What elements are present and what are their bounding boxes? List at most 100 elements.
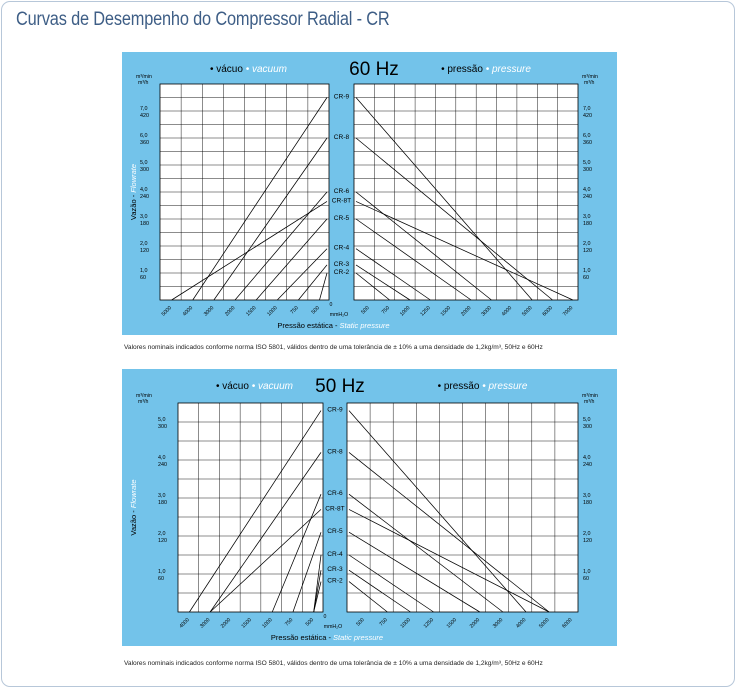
x-axis-title: Pressão estática - Static pressure [271,633,383,642]
curve-pressure-cr-5 [348,531,481,613]
curve-pressure-cr-8 [355,137,553,301]
series-label-cr-4: CR-4 [334,245,350,252]
x-axis-title-en: Static pressure [333,633,383,642]
series-label-bg [325,527,345,535]
legend-vacuum-en: • vacuum [252,381,293,392]
flow-tick-left-m3h: 60 [158,576,164,582]
legend-vacuum-pt: • vácuo [210,64,246,75]
flow-tick-right-m3h: 420 [583,113,592,119]
legend-pressure-pt: • pressão [441,64,486,75]
flow-axis-title-pt: Vazão - [129,193,138,220]
series-label-cr-3: CR-3 [327,566,343,573]
pressure-tick-label: 1250 [423,617,435,629]
curve-pressure-cr-8t [348,509,550,613]
flow-unit-left-m3min: m³/min [136,74,152,80]
flow-tick-right-m3h: 60 [583,576,589,582]
pressure-tick-label: 3000 [492,617,504,629]
pressure-tick-label: 4000 [515,617,527,629]
flow-tick-right-m3min: 4,0 [583,187,591,193]
curve-vacuum-cr-5 [292,532,322,613]
pressure-tick-label: 6000 [561,617,573,629]
series-label-cr-4: CR-4 [327,551,343,558]
curve-vacuum-cr-2 [319,272,328,301]
series-label-cr-8: CR-8 [334,134,350,141]
vacuum-tick-label: 1500 [245,305,257,317]
flow-unit-right-m3h: m³/h [584,399,594,405]
flow-tick-right-m3min: 3,0 [583,214,591,220]
x-unit-label: mmH₂O [324,624,342,630]
series-label-bg [325,550,345,557]
pressure-tick-label: 2000 [469,617,481,629]
curve-vacuum-cr-4 [276,248,328,301]
flow-unit-left-m3h: m³/h [138,80,148,86]
chart-50hz: 4000 3000 2000 1500 1000 750 500 500 750 1000 1250… [129,376,598,642]
chart-60hz: 5000 4000 3000 2000 1500 1000 750 500 500 750 1000… [129,59,598,330]
flow-tick-left-m3h: 60 [140,275,146,281]
legend-vacuum-pt: • vácuo [216,381,252,392]
curve-pressure-cr-6 [348,493,504,613]
x-axis-title-pt: Pressão estática - [277,321,339,330]
pressure-tick-label: 4000 [501,305,513,317]
flow-tick-right-m3min: 2,0 [583,241,591,247]
flow-unit-right-m3min: m³/min [582,393,598,399]
series-label-bg [331,187,352,194]
flow-tick-right-m3min: 2,0 [583,531,591,537]
page-title: Curvas de Desempenho do Compressor Radia… [16,9,390,30]
curve-pressure-cr-9 [348,410,527,613]
flow-axis-title: Vazão - Flowrate [129,164,138,220]
legend-pressure: • pressão • pressure [438,381,528,392]
flow-tick-left-m3h: 240 [140,194,149,200]
plot-area-left [177,402,324,613]
legend-vacuum-en: • vacuum [246,64,287,75]
flow-unit-right-m3min: m³/min [582,74,598,80]
pressure-tick-label: 1250 [419,305,431,317]
flow-tick-left-m3h: 120 [158,538,167,544]
x-axis-title: Pressão estática - Static pressure [277,321,389,330]
series-label-cr-5: CR-5 [334,215,350,222]
curve-pressure-cr-6 [355,191,492,301]
legend-vacuum: • vácuo • vacuum [216,381,293,392]
flow-tick-right-m3h: 300 [583,167,592,173]
pressure-tick-label: 750 [381,305,391,315]
series-label-bg [331,268,352,275]
flow-tick-right-m3h: 120 [583,248,592,254]
flow-tick-right-m3min: 1,0 [583,268,591,274]
series-label-bg [325,504,345,512]
series-label-bg [331,243,352,251]
vacuum-tick-label: 1000 [261,617,273,629]
series-label-bg [325,447,345,455]
flow-tick-left-m3min: 3,0 [158,493,166,499]
vacuum-tick-label: 4000 [182,305,194,317]
legend-pressure-en: • pressure [482,381,528,392]
curve-vacuum-cr-6 [234,191,328,301]
flow-tick-left-m3min: 2,0 [158,531,166,537]
series-label-bg [331,259,352,267]
vacuum-tick-label: 500 [311,305,321,315]
series-label-cr-2: CR-2 [334,269,350,276]
flow-axis-title: Vazão - Flowrate [129,479,138,535]
series-label-bg [331,92,352,100]
vacuum-tick-label: 5000 [161,305,173,317]
flow-tick-left-m3min: 1,0 [158,569,166,575]
series-label-cr-8t: CR-8T [332,197,351,204]
flow-axis-title-en: Flowrate [129,479,138,508]
flow-tick-right-m3min: 5,0 [583,160,591,166]
vacuum-tick-label: 500 [305,617,315,627]
flow-tick-right-m3h: 180 [583,221,592,227]
curve-vacuum-cr-3 [298,264,328,301]
series-label-cr-2: CR-2 [327,578,343,585]
curve-vacuum-cr-8 [209,452,322,613]
flow-tick-left-m3min: 4,0 [158,455,166,461]
vacuum-tick-label: 2000 [220,617,232,629]
curve-pressure-cr-9 [355,97,533,301]
pressure-tick-label: 3000 [480,305,492,317]
flow-axis-title-en: Flowrate [129,164,138,193]
flow-tick-right-m3h: 120 [583,538,592,544]
flow-tick-right-m3h: 180 [583,500,592,506]
pressure-tick-label: 500 [355,617,365,627]
flow-tick-right-m3h: 240 [583,194,592,200]
x-unit-label: mmH₂O [330,312,348,318]
flow-tick-left-m3h: 300 [158,424,167,430]
flow-unit-right-m3h: m³/h [584,80,594,86]
series-label-bg [325,576,345,584]
